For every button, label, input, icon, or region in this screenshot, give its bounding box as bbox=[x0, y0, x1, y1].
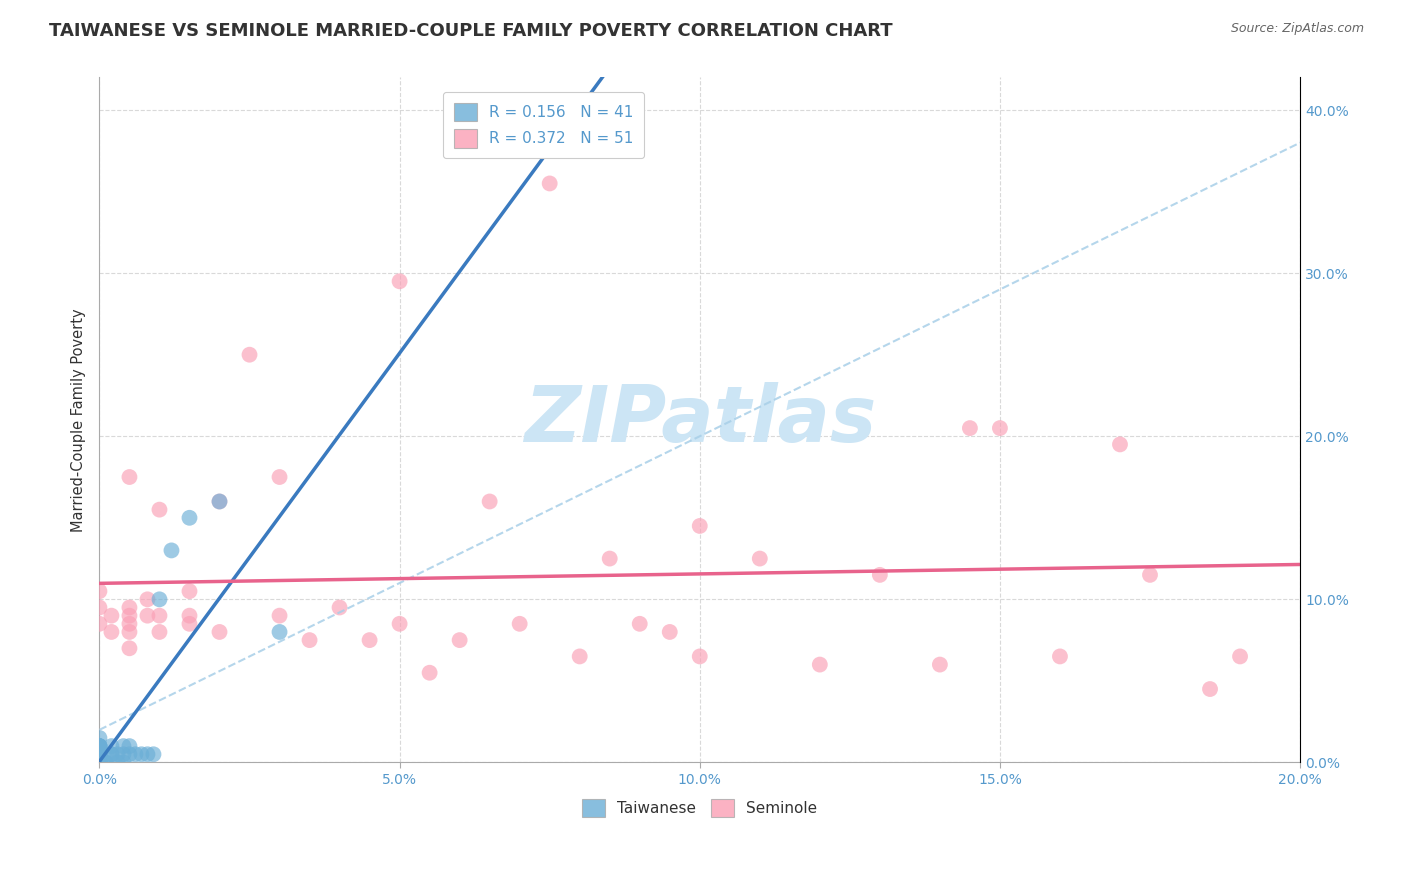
Point bbox=[269, 624, 291, 639]
Point bbox=[124, 747, 146, 762]
Point bbox=[419, 665, 441, 680]
Point bbox=[89, 747, 111, 762]
Point bbox=[112, 756, 135, 770]
Point bbox=[148, 624, 170, 639]
Point bbox=[89, 747, 111, 762]
Point bbox=[118, 624, 141, 639]
Point bbox=[269, 608, 291, 623]
Point bbox=[118, 600, 141, 615]
Point bbox=[179, 584, 201, 599]
Point bbox=[107, 747, 129, 762]
Point bbox=[160, 543, 183, 558]
Point bbox=[136, 747, 159, 762]
Point bbox=[359, 633, 381, 648]
Point bbox=[89, 756, 111, 770]
Point bbox=[628, 616, 651, 631]
Point bbox=[869, 567, 891, 582]
Point bbox=[136, 608, 159, 623]
Point bbox=[118, 608, 141, 623]
Y-axis label: Married-Couple Family Poverty: Married-Couple Family Poverty bbox=[72, 308, 86, 532]
Point bbox=[1229, 649, 1251, 664]
Point bbox=[94, 756, 117, 770]
Point bbox=[89, 747, 111, 762]
Point bbox=[689, 649, 711, 664]
Point bbox=[89, 739, 111, 753]
Point bbox=[89, 756, 111, 770]
Point bbox=[142, 747, 165, 762]
Point bbox=[100, 739, 122, 753]
Point bbox=[298, 633, 321, 648]
Point bbox=[118, 747, 141, 762]
Point bbox=[179, 608, 201, 623]
Point bbox=[148, 592, 170, 607]
Point bbox=[89, 756, 111, 770]
Point bbox=[89, 739, 111, 753]
Point bbox=[928, 657, 950, 672]
Point bbox=[148, 502, 170, 516]
Point bbox=[100, 608, 122, 623]
Point bbox=[89, 756, 111, 770]
Point bbox=[959, 421, 981, 435]
Point bbox=[100, 747, 122, 762]
Point bbox=[89, 756, 111, 770]
Point bbox=[118, 641, 141, 656]
Point bbox=[208, 624, 231, 639]
Point bbox=[748, 551, 770, 566]
Text: TAIWANESE VS SEMINOLE MARRIED-COUPLE FAMILY POVERTY CORRELATION CHART: TAIWANESE VS SEMINOLE MARRIED-COUPLE FAM… bbox=[49, 22, 893, 40]
Point bbox=[89, 756, 111, 770]
Point bbox=[100, 747, 122, 762]
Point bbox=[94, 756, 117, 770]
Point bbox=[599, 551, 621, 566]
Point bbox=[238, 348, 260, 362]
Point bbox=[118, 470, 141, 484]
Point bbox=[808, 657, 831, 672]
Point bbox=[112, 747, 135, 762]
Point bbox=[89, 731, 111, 745]
Point bbox=[131, 747, 153, 762]
Point bbox=[89, 584, 111, 599]
Point bbox=[208, 494, 231, 508]
Point bbox=[89, 747, 111, 762]
Point bbox=[118, 739, 141, 753]
Point bbox=[89, 739, 111, 753]
Point bbox=[208, 494, 231, 508]
Point bbox=[148, 608, 170, 623]
Point bbox=[179, 510, 201, 524]
Point bbox=[988, 421, 1011, 435]
Point bbox=[89, 616, 111, 631]
Point bbox=[89, 756, 111, 770]
Text: Source: ZipAtlas.com: Source: ZipAtlas.com bbox=[1230, 22, 1364, 36]
Point bbox=[538, 177, 561, 191]
Point bbox=[179, 616, 201, 631]
Point bbox=[107, 756, 129, 770]
Point bbox=[136, 592, 159, 607]
Point bbox=[89, 600, 111, 615]
Point bbox=[118, 616, 141, 631]
Point bbox=[388, 616, 411, 631]
Point bbox=[509, 616, 531, 631]
Text: ZIPatlas: ZIPatlas bbox=[523, 382, 876, 458]
Legend: Taiwanese, Seminole: Taiwanese, Seminole bbox=[576, 792, 824, 823]
Point bbox=[1049, 649, 1071, 664]
Point bbox=[1199, 681, 1222, 696]
Point bbox=[568, 649, 591, 664]
Point bbox=[329, 600, 352, 615]
Point bbox=[449, 633, 471, 648]
Point bbox=[269, 470, 291, 484]
Point bbox=[689, 519, 711, 533]
Point bbox=[112, 739, 135, 753]
Point bbox=[1109, 437, 1132, 451]
Point bbox=[478, 494, 501, 508]
Point bbox=[100, 624, 122, 639]
Point bbox=[89, 739, 111, 753]
Point bbox=[658, 624, 681, 639]
Point bbox=[89, 756, 111, 770]
Point bbox=[89, 747, 111, 762]
Point bbox=[89, 739, 111, 753]
Point bbox=[89, 747, 111, 762]
Point bbox=[388, 274, 411, 288]
Point bbox=[1139, 567, 1161, 582]
